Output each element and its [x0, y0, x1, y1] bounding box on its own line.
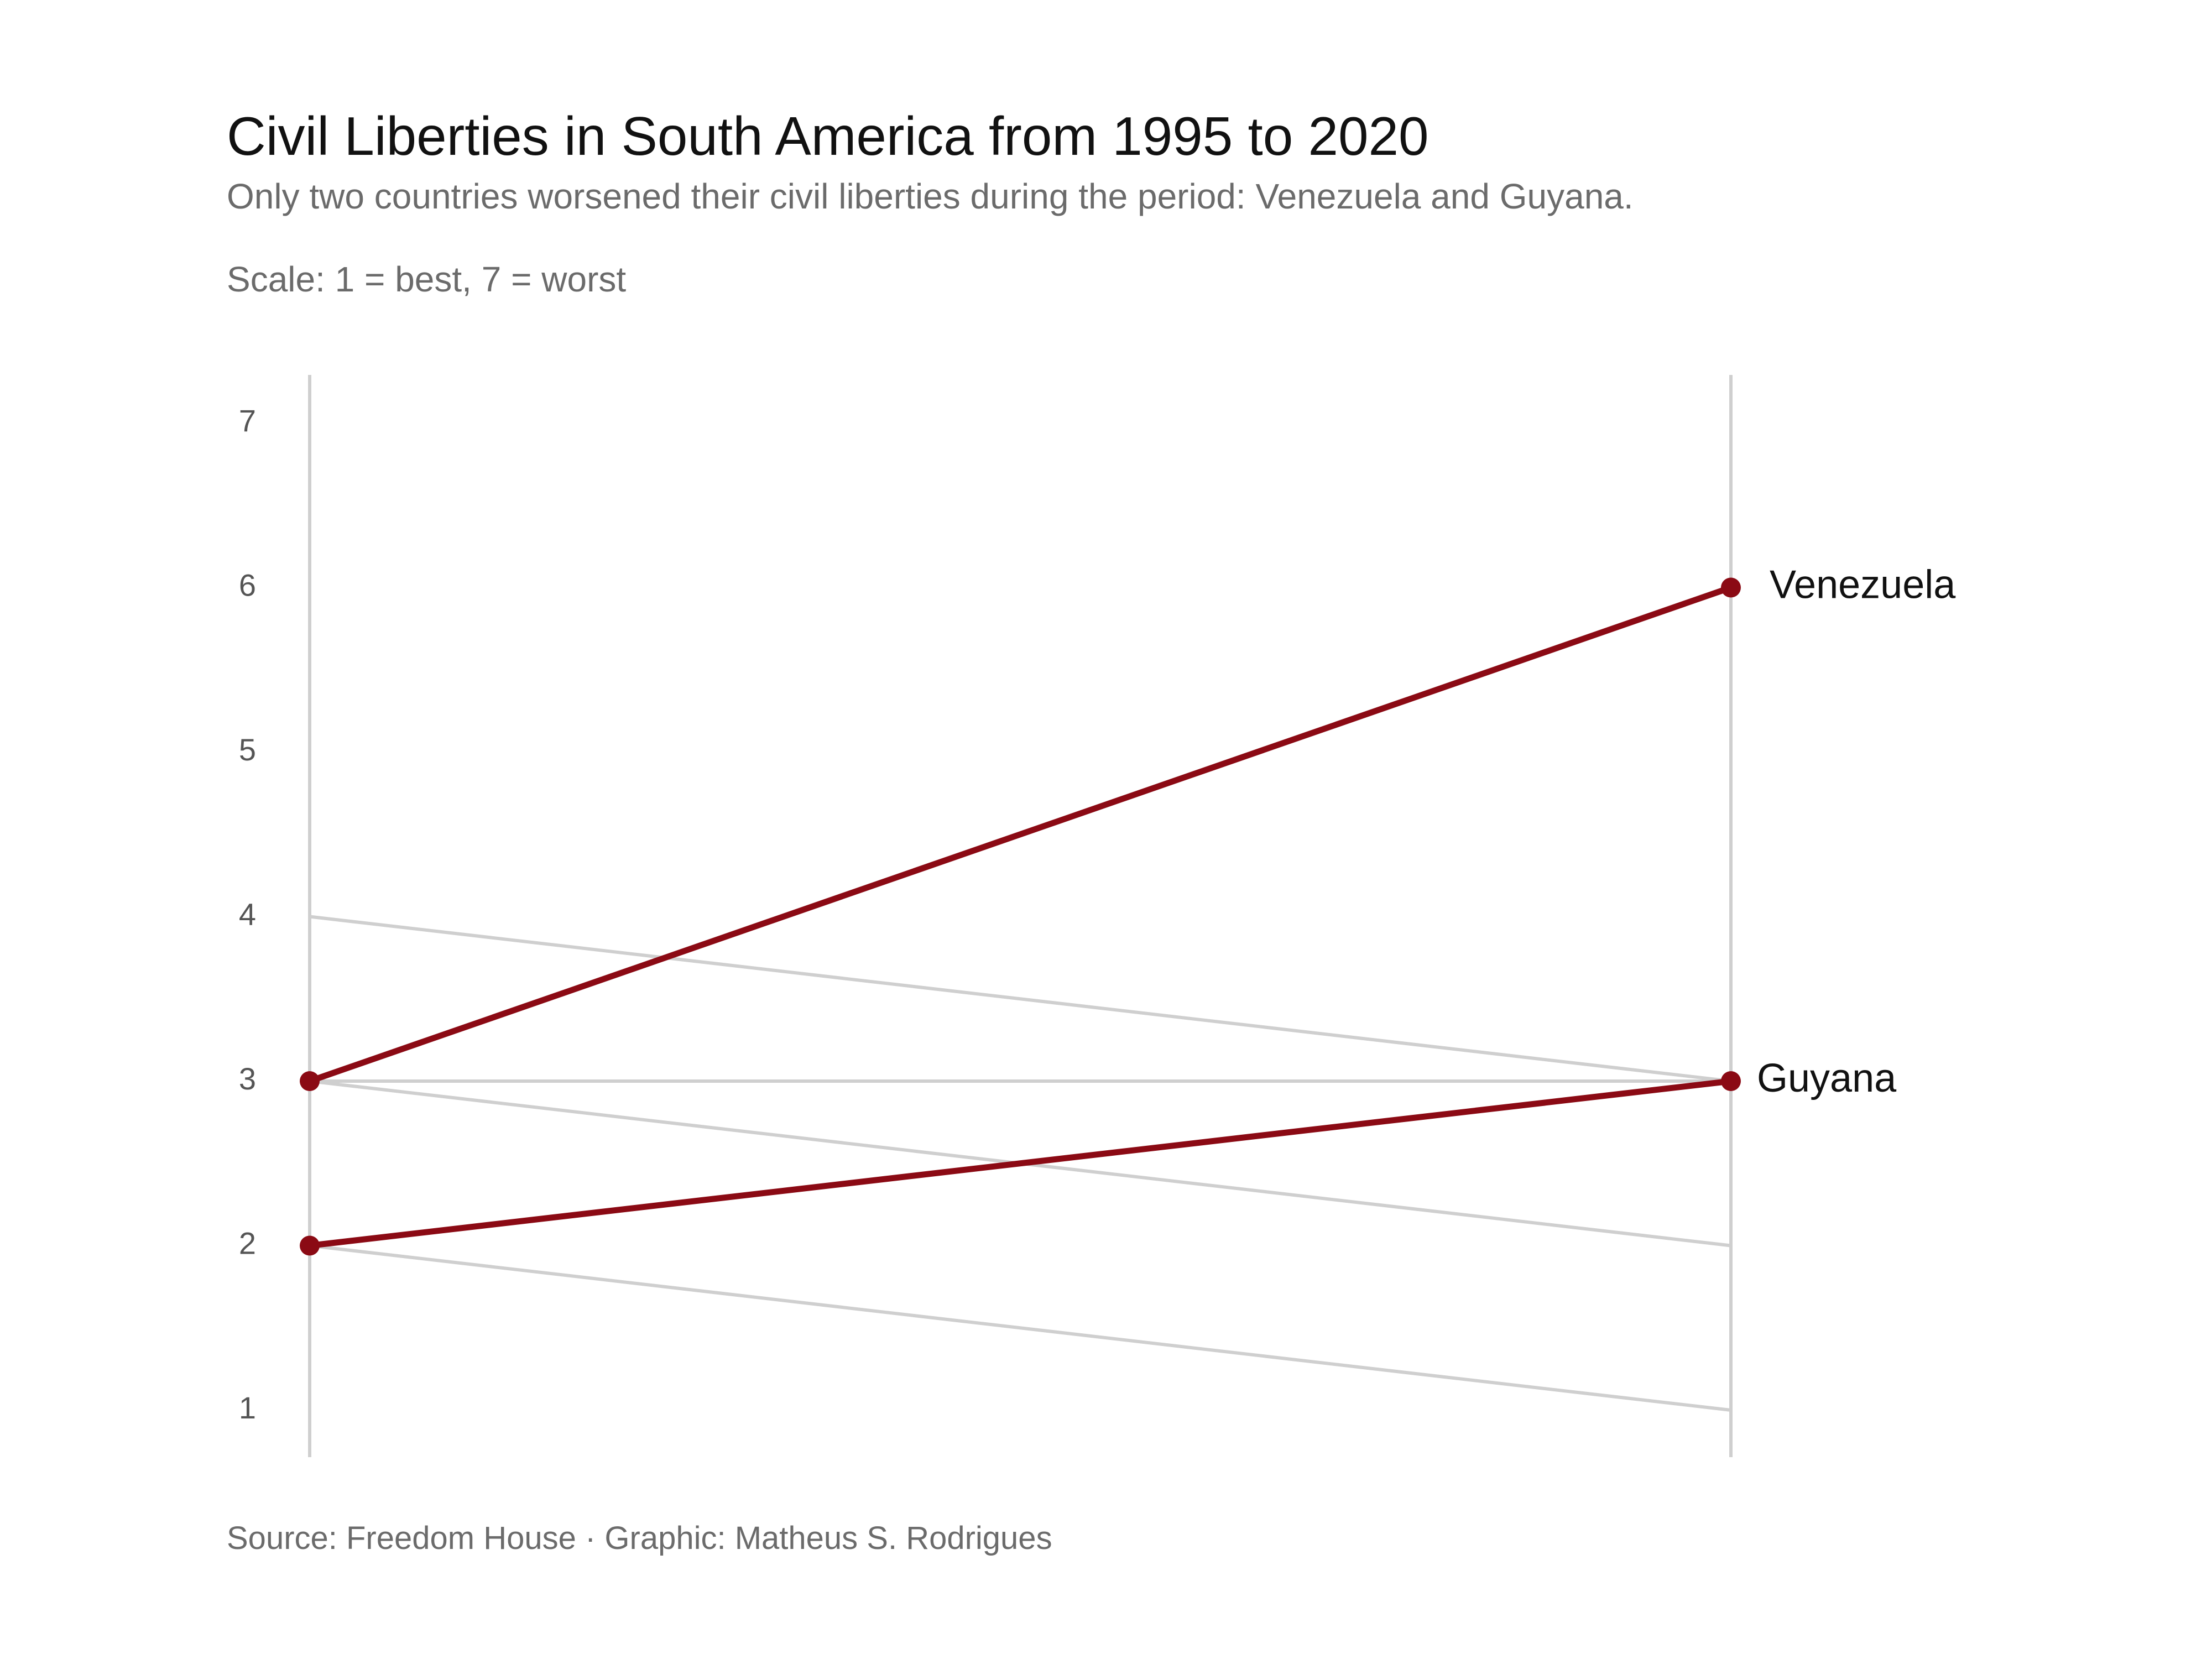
chart-subtitle: Only two countries worsened their civil … — [227, 176, 1634, 216]
chart-title: Civil Liberties in South America from 19… — [227, 106, 1429, 166]
series-line-venezuela — [306, 585, 1734, 1084]
y-tick-label: 2 — [239, 1225, 256, 1260]
end-label-venezuela: Venezuela — [1770, 563, 1956, 607]
series-line-other — [308, 1244, 1733, 1412]
y-tick-label: 1 — [239, 1390, 256, 1425]
end-label-guyana: Guyana — [1757, 1056, 1897, 1100]
point-venezuela-start — [300, 1071, 320, 1091]
end-labels: Venezuela Guyana — [1757, 563, 1956, 1101]
y-tick-label: 6 — [239, 567, 256, 602]
source-caption: Source: Freedom House · Graphic: Matheus… — [227, 1520, 1052, 1556]
axes-layer — [308, 375, 1733, 1457]
series-line-guyana — [306, 1078, 1734, 1249]
y-tick-label: 5 — [239, 732, 256, 767]
highlight-points — [300, 577, 1741, 1256]
point-guyana-end — [1721, 1071, 1741, 1091]
highlight-lines — [306, 585, 1734, 1249]
y-tick-label: 7 — [239, 403, 256, 438]
point-guyana-start — [300, 1235, 320, 1256]
y-tick-labels: 1 2 3 4 5 6 7 — [239, 403, 256, 1425]
series-line-other — [308, 915, 1733, 1083]
y-tick-label: 3 — [239, 1061, 256, 1096]
point-venezuela-end — [1721, 577, 1741, 598]
y-tick-label: 4 — [239, 896, 256, 931]
scale-note: Scale: 1 = best, 7 = worst — [227, 259, 627, 299]
